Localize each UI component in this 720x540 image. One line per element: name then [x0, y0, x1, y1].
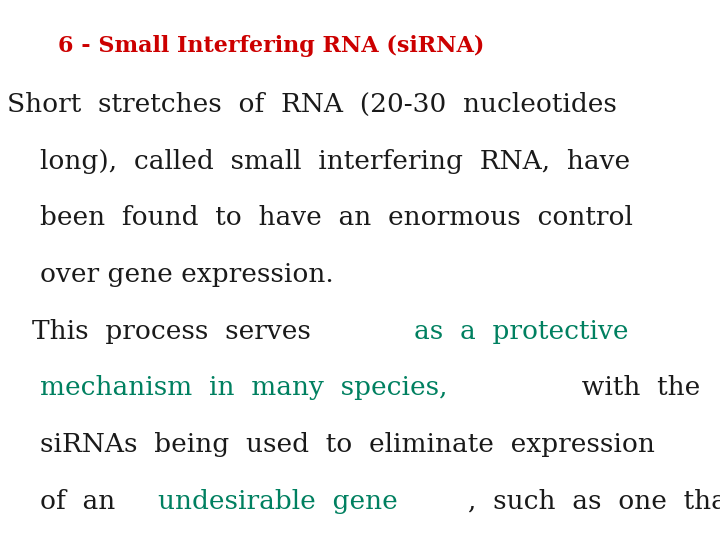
Text: as  a  protective: as a protective [414, 319, 629, 343]
Text: been  found  to  have  an  enormous  control: been found to have an enormous control [40, 205, 632, 230]
Text: This  process  serves: This process serves [32, 319, 328, 343]
Text: Short  stretches  of  RNA  (20-30  nucleotides: Short stretches of RNA (20-30 nucleotide… [7, 92, 617, 117]
Text: 6 - Small Interfering RNA (siRNA): 6 - Small Interfering RNA (siRNA) [58, 35, 484, 57]
Text: over gene expression.: over gene expression. [40, 262, 333, 287]
Text: undesirable  gene: undesirable gene [158, 489, 398, 514]
Text: siRNAs  being  used  to  eliminate  expression: siRNAs being used to eliminate expressio… [40, 432, 654, 457]
Text: of  an: of an [40, 489, 132, 514]
Text: long),  called  small  interfering  RNA,  have: long), called small interfering RNA, hav… [40, 148, 630, 173]
Text: with  the: with the [565, 375, 701, 400]
Text: ,  such  as  one  that: , such as one that [468, 489, 720, 514]
Text: mechanism  in  many  species,: mechanism in many species, [40, 375, 447, 400]
